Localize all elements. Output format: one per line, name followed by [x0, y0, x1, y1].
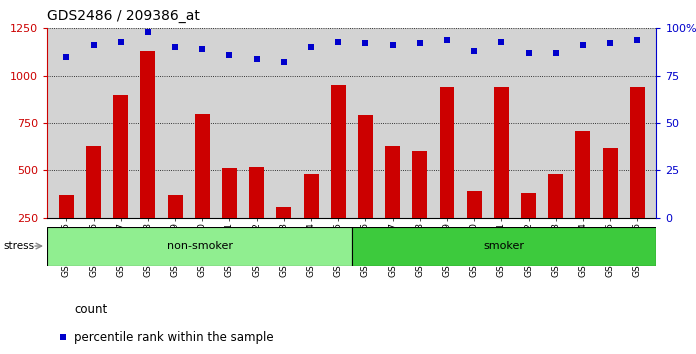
Bar — [141, 51, 155, 265]
Bar — [222, 169, 237, 265]
Point — [143, 29, 154, 35]
Point — [115, 39, 126, 44]
Point — [170, 45, 181, 50]
Point — [441, 37, 452, 42]
Text: GDS2486 / 209386_at: GDS2486 / 209386_at — [47, 9, 200, 23]
Bar — [113, 95, 128, 265]
Bar — [195, 114, 209, 265]
Bar — [86, 146, 101, 265]
Point — [387, 42, 398, 48]
Bar — [303, 174, 319, 265]
Bar — [249, 167, 264, 265]
Bar — [276, 207, 292, 265]
Point — [605, 41, 616, 46]
Bar — [331, 85, 346, 265]
Point — [251, 56, 262, 62]
Point — [224, 52, 235, 58]
Point — [96, 262, 107, 268]
Point — [197, 46, 208, 52]
Point — [360, 41, 371, 46]
Point — [496, 39, 507, 44]
Text: non-smoker: non-smoker — [166, 241, 232, 251]
Bar — [494, 87, 509, 265]
Bar — [47, 227, 352, 266]
Point — [333, 39, 344, 44]
Bar — [576, 131, 590, 265]
Text: smoker: smoker — [484, 241, 525, 251]
Point — [278, 59, 290, 65]
Point — [414, 41, 425, 46]
Bar — [352, 227, 656, 266]
Bar — [521, 193, 536, 265]
Bar — [630, 87, 644, 265]
Point — [306, 45, 317, 50]
Bar — [467, 191, 482, 265]
Text: count: count — [74, 303, 108, 316]
Point — [550, 50, 561, 56]
Point — [523, 50, 534, 56]
Bar — [439, 87, 454, 265]
Bar — [59, 195, 74, 265]
Point — [578, 42, 589, 48]
Text: percentile rank within the sample: percentile rank within the sample — [74, 331, 274, 344]
Bar — [168, 195, 182, 265]
Point — [88, 42, 99, 48]
Bar — [548, 174, 563, 265]
Bar — [603, 148, 617, 265]
Point — [468, 48, 480, 54]
Point — [61, 54, 72, 59]
Bar — [385, 146, 400, 265]
Text: stress: stress — [3, 241, 35, 251]
Point — [632, 37, 643, 42]
Bar — [358, 115, 373, 265]
Bar — [412, 152, 427, 265]
